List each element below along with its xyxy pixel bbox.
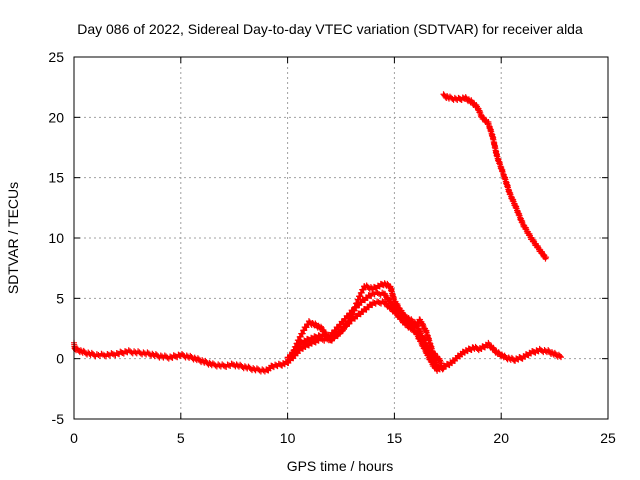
x-tick-label: 5 <box>177 430 185 446</box>
data-point <box>346 318 353 325</box>
chart-title: Day 086 of 2022, Sidereal Day-to-day VTE… <box>77 21 583 37</box>
data-point <box>317 323 324 330</box>
y-tick-label: 10 <box>48 230 64 246</box>
x-axis-label: GPS time / hours <box>287 458 394 474</box>
data-point <box>341 324 348 331</box>
series-upper-band <box>288 280 445 367</box>
y-tick-label: 0 <box>56 351 64 367</box>
data-point <box>558 354 565 361</box>
data-point <box>543 254 550 261</box>
y-tick-label: -5 <box>52 411 65 427</box>
y-tick-label: 15 <box>48 170 64 186</box>
data-point <box>438 360 445 367</box>
data-point <box>440 364 447 371</box>
data-point <box>556 352 563 359</box>
x-tick-label: 0 <box>70 430 78 446</box>
axis-ticks: 0 5 10 15 20 25 -5 0 5 10 15 20 25 <box>48 49 616 446</box>
x-tick-label: 20 <box>493 430 509 446</box>
y-tick-label: 25 <box>48 49 64 65</box>
y-tick-label: 5 <box>56 290 64 306</box>
data-point <box>339 327 346 334</box>
x-tick-label: 10 <box>280 430 296 446</box>
y-tick-label: 20 <box>48 109 64 125</box>
y-axis-label: SDTVAR / TECUs <box>5 182 21 294</box>
data-points <box>71 91 565 375</box>
x-tick-label: 15 <box>387 430 403 446</box>
x-tick-label: 25 <box>600 430 616 446</box>
data-point <box>344 321 351 328</box>
series-high-arc <box>440 91 550 262</box>
data-point <box>303 324 310 331</box>
